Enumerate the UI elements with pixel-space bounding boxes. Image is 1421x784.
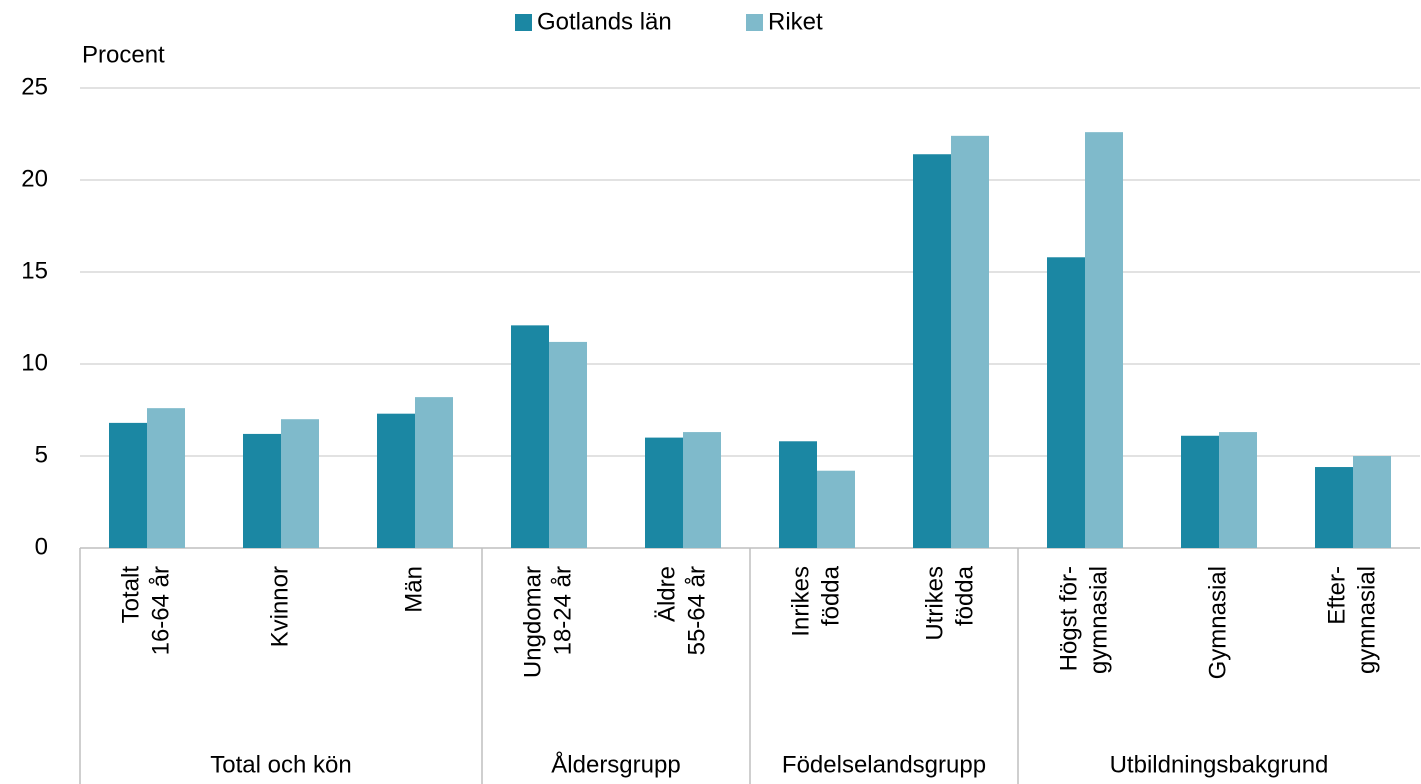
x-tick-label: gymnasial (1085, 566, 1112, 674)
bar (281, 419, 319, 548)
x-tick-label: Äldre (653, 566, 680, 622)
y-tick-label: 0 (35, 533, 48, 560)
bar (779, 441, 817, 548)
bar (645, 437, 683, 548)
x-tick-label: 55-64 år (683, 566, 710, 655)
group-label: Födelselandsgrupp (782, 751, 986, 778)
x-tick-label: Totalt (117, 566, 144, 624)
y-tick-label: 5 (35, 441, 48, 468)
x-tick-label: 18-24 år (549, 566, 576, 655)
x-tick-label: Högst för- (1055, 566, 1082, 671)
bar (1219, 432, 1257, 548)
bar (377, 413, 415, 548)
x-tick-label: Ungdomar (519, 566, 546, 678)
bar (109, 422, 147, 548)
legend-swatch (746, 14, 763, 31)
bar (549, 341, 587, 548)
bar (511, 325, 549, 548)
bar (817, 470, 855, 548)
bar (1047, 257, 1085, 548)
y-tick-label: 25 (21, 73, 48, 100)
legend-label: Gotlands län (537, 8, 672, 35)
bar (415, 397, 453, 548)
group-label: Åldersgrupp (551, 750, 680, 778)
x-tick-label: födda (817, 565, 844, 626)
bar (147, 408, 185, 548)
x-tick-label: Inrikes (787, 566, 814, 637)
x-tick-label: Män (400, 566, 427, 613)
y-tick-label: 10 (21, 349, 48, 376)
y-axis-label: Procent (82, 41, 165, 68)
bar (1315, 467, 1353, 548)
bar (951, 135, 989, 548)
x-tick-label: 16-64 år (147, 566, 174, 655)
x-tick-label: Efter- (1323, 566, 1350, 625)
bar (243, 433, 281, 548)
bar (683, 432, 721, 548)
legend-label: Riket (768, 8, 823, 35)
x-tick-label: Utrikes (921, 566, 948, 641)
x-tick-label: Kvinnor (266, 566, 293, 647)
bar (1353, 456, 1391, 548)
group-label: Utbildningsbakgrund (1110, 751, 1329, 778)
y-tick-label: 20 (21, 165, 48, 192)
y-tick-label: 15 (21, 257, 48, 284)
x-tick-label: Gymnasial (1204, 566, 1231, 679)
x-tick-label: födda (951, 565, 978, 626)
x-tick-label: gymnasial (1353, 566, 1380, 674)
bar (1181, 435, 1219, 548)
bar (913, 154, 951, 549)
legend-swatch (515, 14, 532, 31)
group-label: Total och kön (210, 751, 351, 778)
bar (1085, 132, 1123, 548)
